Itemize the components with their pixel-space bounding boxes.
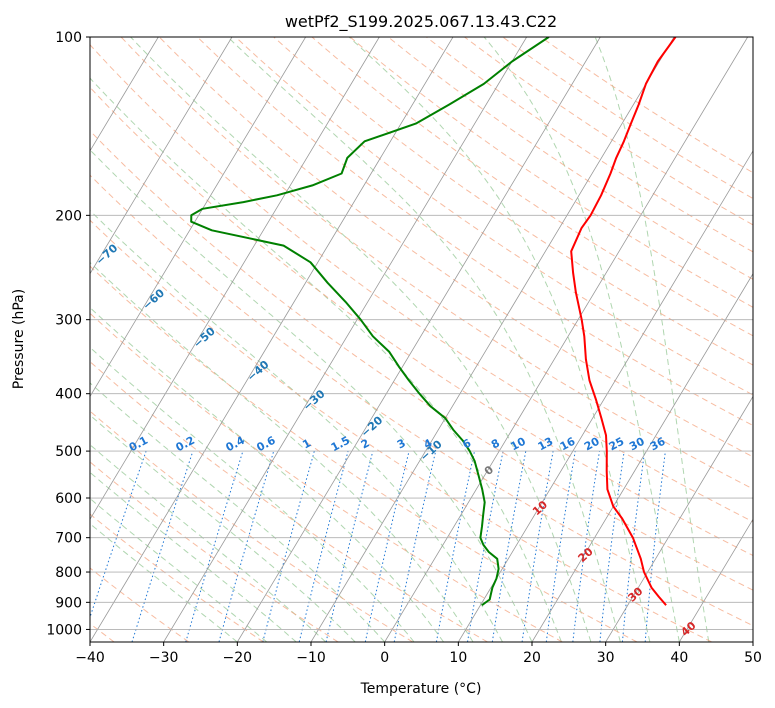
dewpoint-line (190, 37, 550, 607)
isotherm-line (90, 37, 307, 398)
dry-adiabat (235, 37, 753, 396)
chart-title: wetPf2_S199.2025.067.13.43.C22 (285, 12, 557, 32)
mixing-ratio-label: 36 (648, 435, 668, 454)
mixing-ratio-line (491, 451, 527, 642)
dry-adiabat (90, 44, 753, 523)
y-tick-label: 400 (55, 387, 82, 403)
dry-adiabat (90, 219, 712, 642)
y-tick-label: 1000 (46, 622, 82, 638)
x-tick-label: 10 (449, 650, 467, 666)
moist-adiabat (90, 306, 445, 642)
x-tick-label: 40 (670, 650, 688, 666)
moist-adiabat (90, 444, 327, 642)
mixing-ratio-line (90, 450, 147, 619)
moist-adiabat (90, 209, 503, 642)
y-axis-label: Pressure (hPa) (11, 289, 27, 389)
isotherm-line (90, 37, 233, 275)
x-axis-ticks: −40 −30 −20 −10 0 10 20 30 40 50 (75, 642, 762, 666)
y-tick-label: 800 (55, 565, 82, 581)
plot-area: 0.10.20.40.611.52346810131620253036−100−… (90, 37, 753, 642)
mixing-ratio-label: 30 (627, 435, 647, 454)
moist-adiabat (90, 523, 238, 642)
mixing-ratio-line (298, 450, 349, 642)
moist-adiabat (227, 37, 621, 642)
mixing-ratio-line (621, 451, 646, 642)
mixing-ratio-label: 10 (508, 435, 528, 454)
isotherm-line (531, 272, 753, 642)
pressure-grid-lines (90, 37, 753, 630)
x-tick-label: −20 (223, 650, 253, 666)
y-tick-label: 900 (55, 595, 82, 611)
x-tick-label: 20 (523, 650, 541, 666)
mixing-ratio-label: 25 (607, 435, 627, 454)
isotherm-line (163, 37, 528, 642)
x-tick-label: −30 (149, 650, 179, 666)
isotherm-line (457, 150, 753, 642)
isotherm-line (310, 37, 675, 642)
mixing-ratio-line (435, 451, 475, 642)
mixing-ratio-line (131, 450, 194, 642)
dry-adiabat (90, 360, 488, 642)
dry-adiabat (90, 265, 638, 642)
dry-adiabat (273, 37, 753, 366)
isotherm-line (90, 37, 380, 520)
isotherm-line (605, 395, 753, 642)
y-axis-ticks: 100 200 300 400 500 600 700 800 900 1000 (46, 30, 90, 638)
moist-adiabat (348, 37, 651, 642)
dry-adiabats (90, 37, 753, 642)
moist-adiabat (90, 77, 562, 642)
mixing-ratio-line (325, 450, 374, 642)
x-tick-label: −40 (75, 650, 105, 666)
mixing-ratio-line (185, 450, 244, 642)
isotherm-line (384, 37, 749, 642)
dry-adiabat (90, 513, 264, 642)
x-tick-label: 30 (597, 650, 615, 666)
mixing-ratio-label: 16 (558, 435, 578, 454)
dry-adiabat (90, 130, 753, 591)
moist-adiabat (90, 346, 415, 642)
mixing-ratio-line (572, 451, 600, 642)
x-tick-label: −10 (296, 650, 326, 666)
moist-adiabat (483, 37, 680, 642)
dry-adiabat (90, 86, 753, 557)
moist-adiabat (90, 149, 533, 642)
isotherm-line (90, 37, 454, 642)
x-tick-label: 50 (744, 650, 762, 666)
mixing-ratio-line (262, 450, 315, 642)
x-tick-label: 0 (380, 650, 389, 666)
isotherm-line (90, 37, 159, 152)
dry-adiabat (311, 37, 753, 337)
mixing-ratio-line (521, 451, 554, 642)
moist-adiabat (594, 37, 710, 642)
dry-adiabat (90, 174, 753, 627)
mixing-ratio-label: 13 (536, 435, 556, 454)
mixing-ratio-label: 20 (582, 435, 602, 454)
dry-adiabat (349, 37, 753, 308)
y-tick-label: 200 (55, 208, 82, 224)
isotherm-line (678, 518, 753, 642)
mixing-ratio-line (393, 450, 437, 642)
mixing-ratio-line (545, 451, 576, 642)
mixing-ratio-line (599, 451, 625, 642)
isotherm-line (236, 37, 601, 642)
mixing-ratio-line (364, 450, 410, 642)
temperature-line (570, 37, 677, 606)
y-tick-label: 300 (55, 313, 82, 329)
plot-frame (89, 36, 754, 643)
dry-adiabat (90, 410, 414, 642)
y-tick-label: 100 (55, 30, 82, 46)
x-axis-label: Temperature (°C) (360, 681, 482, 697)
moist-adiabats (90, 37, 710, 642)
moist-adiabat (90, 382, 386, 642)
isotherm-lines (90, 37, 753, 642)
y-tick-label: 500 (55, 444, 82, 460)
dry-adiabat (197, 37, 753, 427)
y-tick-label: 600 (55, 491, 82, 507)
y-tick-label: 700 (55, 531, 82, 547)
dry-adiabat (158, 37, 753, 458)
dry-adiabat (120, 37, 753, 490)
profile-series (190, 37, 677, 607)
